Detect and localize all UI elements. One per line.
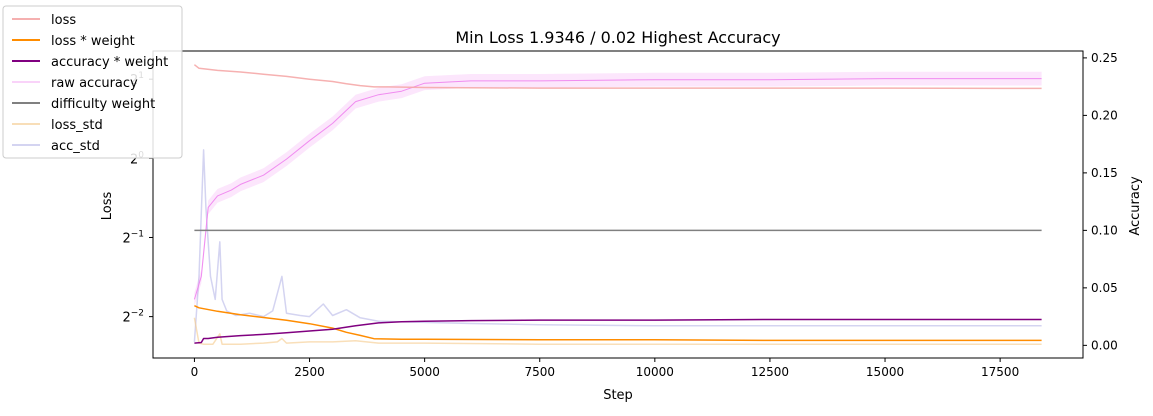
series-band-raw-accuracy bbox=[194, 71, 1042, 307]
y-right-tick-label: 0.05 bbox=[1091, 281, 1118, 295]
series-layer bbox=[193, 64, 1042, 345]
y-left-tick-exponent: −2 bbox=[131, 309, 144, 319]
series-line-loss-weight bbox=[194, 305, 1042, 342]
legend-label: loss * weight bbox=[51, 34, 135, 49]
y-left-tick-base: 2 bbox=[122, 231, 130, 246]
series-line-raw-accuracy bbox=[193, 78, 1042, 300]
legend-label: loss_std bbox=[51, 118, 103, 133]
y-left-tick-exponent: −1 bbox=[131, 229, 144, 239]
x-tick-label: 7500 bbox=[524, 365, 555, 379]
legend-box bbox=[2, 5, 183, 159]
y-left-tick-base: 2 bbox=[130, 152, 138, 167]
x-tick-label: 10000 bbox=[636, 365, 674, 379]
y-left-tick-label: 2−1 bbox=[122, 229, 144, 246]
legend: loss loss * weight accuracy * weight raw ac… bbox=[2, 5, 183, 159]
legend-label: acc_std bbox=[51, 139, 100, 154]
legend-label: raw accuracy bbox=[51, 76, 138, 91]
y-right-tick-label: 0.10 bbox=[1091, 223, 1118, 237]
y-right-tick-label: 0.15 bbox=[1091, 166, 1118, 180]
y-left-axis-label: Loss bbox=[100, 192, 115, 221]
y-left-tick-label: 2−2 bbox=[122, 309, 144, 326]
y-right-tick-label: 0.25 bbox=[1091, 51, 1118, 65]
chart-title: Min Loss 1.9346 / 0.02 Highest Accuracy bbox=[455, 28, 780, 47]
legend-label: loss bbox=[51, 13, 76, 28]
x-tick-label: 5000 bbox=[409, 365, 440, 379]
legend-label: accuracy * weight bbox=[51, 55, 168, 70]
y-right-tick-label: 0.20 bbox=[1091, 108, 1118, 122]
x-tick-label: 12500 bbox=[751, 365, 789, 379]
x-tick-label: 15000 bbox=[866, 365, 904, 379]
y-left-tick-base: 2 bbox=[122, 311, 130, 326]
y-right-tick-label: 0.00 bbox=[1091, 338, 1118, 352]
series-line-accuracy-weight bbox=[194, 318, 1042, 344]
series-line-acc-std bbox=[193, 149, 1042, 342]
x-axis-label: Step bbox=[603, 388, 633, 403]
series-line-loss bbox=[193, 64, 1042, 90]
x-tick-label: 2500 bbox=[294, 365, 325, 379]
axis-layer: 0 2500 5000 7500 10000 12500 15000 175002−22−12… bbox=[122, 51, 1117, 379]
y-right-axis-label: Accuracy bbox=[1128, 176, 1143, 236]
x-tick-label: 0 bbox=[191, 365, 199, 379]
plot-frame bbox=[152, 50, 1084, 359]
x-tick-label: 17500 bbox=[981, 365, 1019, 379]
legend-label: difficulty weight bbox=[51, 97, 155, 112]
